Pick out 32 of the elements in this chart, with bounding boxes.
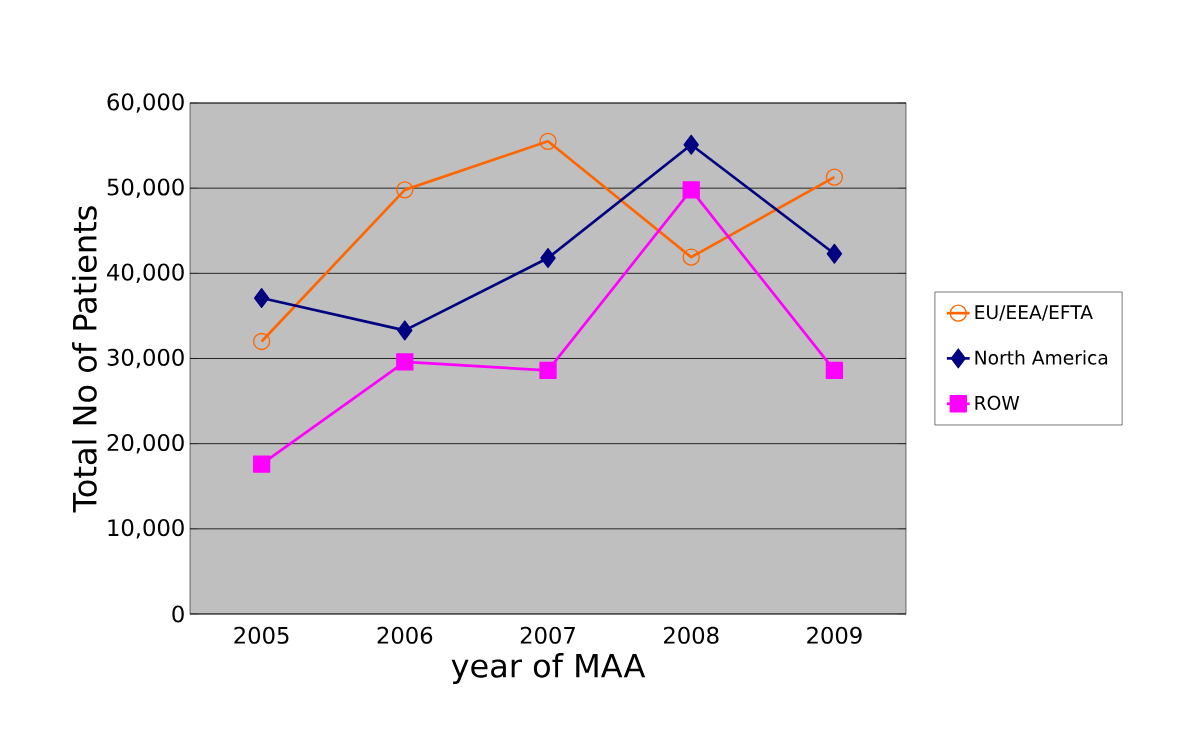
point (539, 132, 557, 150)
point (539, 361, 557, 380)
x-tick-label: 2005 (234, 626, 289, 644)
legend-label: North America (975, 350, 1108, 365)
legend-label: ROW (975, 395, 1020, 410)
point (682, 181, 700, 199)
y-tick-label: 40,000 (107, 263, 184, 284)
x-tick-label: 2006 (377, 626, 433, 644)
x-axis-title: year of MAA (451, 653, 646, 684)
y-tick-label: 30,000 (107, 348, 184, 369)
legend-label: EU/EEA/EFTA (975, 305, 1093, 321)
point (396, 353, 414, 371)
point (540, 248, 556, 269)
point (826, 243, 843, 264)
point (825, 361, 844, 380)
x-tick-label: 2007 (520, 626, 575, 644)
point (683, 134, 699, 155)
y-tick-label: 60,000 (107, 93, 184, 113)
point (253, 288, 270, 309)
x-tick-label: 2009 (807, 626, 862, 644)
y-tick-label: 20,000 (107, 433, 184, 454)
point (252, 332, 271, 351)
point (397, 320, 413, 341)
y-tick-label: 0 (172, 605, 184, 623)
point (825, 168, 844, 186)
point (396, 181, 414, 199)
y-tick-label: 10,000 (108, 519, 184, 539)
x-tick-label: 2008 (664, 626, 719, 644)
y-axis-title: Total No of Patients (72, 206, 97, 513)
point (252, 455, 271, 473)
y-tick-label: 50,000 (107, 178, 184, 198)
point (682, 248, 700, 266)
